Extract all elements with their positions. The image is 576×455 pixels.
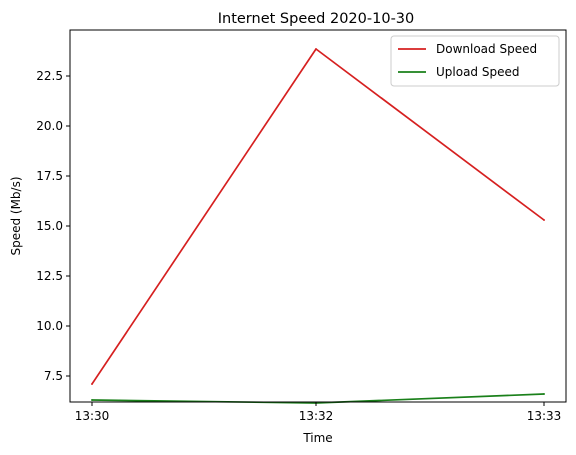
x-tick-label: 13:30: [75, 409, 110, 423]
series-layer: [91, 48, 545, 404]
y-tick-label: 12.5: [36, 269, 63, 283]
y-tick-label: 22.5: [36, 69, 63, 83]
y-tick-label: 15.0: [36, 219, 63, 233]
x-tick-label: 13:32: [299, 409, 334, 423]
x-axis-label: Time: [302, 431, 332, 445]
y-tick-label: 7.5: [44, 369, 63, 383]
x-tick-label: 13:33: [527, 409, 562, 423]
y-axis-ticks: 7.5 10.0 12.5 15.0 17.5 20.0 22.5: [36, 69, 70, 383]
legend-label: Download Speed: [436, 42, 537, 56]
y-tick-label: 20.0: [36, 119, 63, 133]
plot-area-frame: [69, 29, 567, 403]
y-tick-label: 10.0: [36, 319, 63, 333]
series-line-0: [91, 48, 545, 385]
data-point: [315, 48, 317, 50]
x-axis-ticks: 13:30 13:32 13:33: [75, 402, 562, 423]
legend-box: [390, 35, 560, 87]
y-tick-label: 17.5: [36, 169, 63, 183]
legend-label: Upload Speed: [436, 65, 519, 79]
y-axis-label: Speed (Mb/s): [9, 176, 23, 255]
data-point: [91, 383, 93, 385]
chart-title: Internet Speed 2020-10-30: [218, 11, 415, 27]
data-point: [543, 393, 545, 395]
legend: Download Speed Upload Speed: [390, 35, 560, 87]
data-point: [91, 399, 93, 401]
data-point: [543, 219, 545, 221]
